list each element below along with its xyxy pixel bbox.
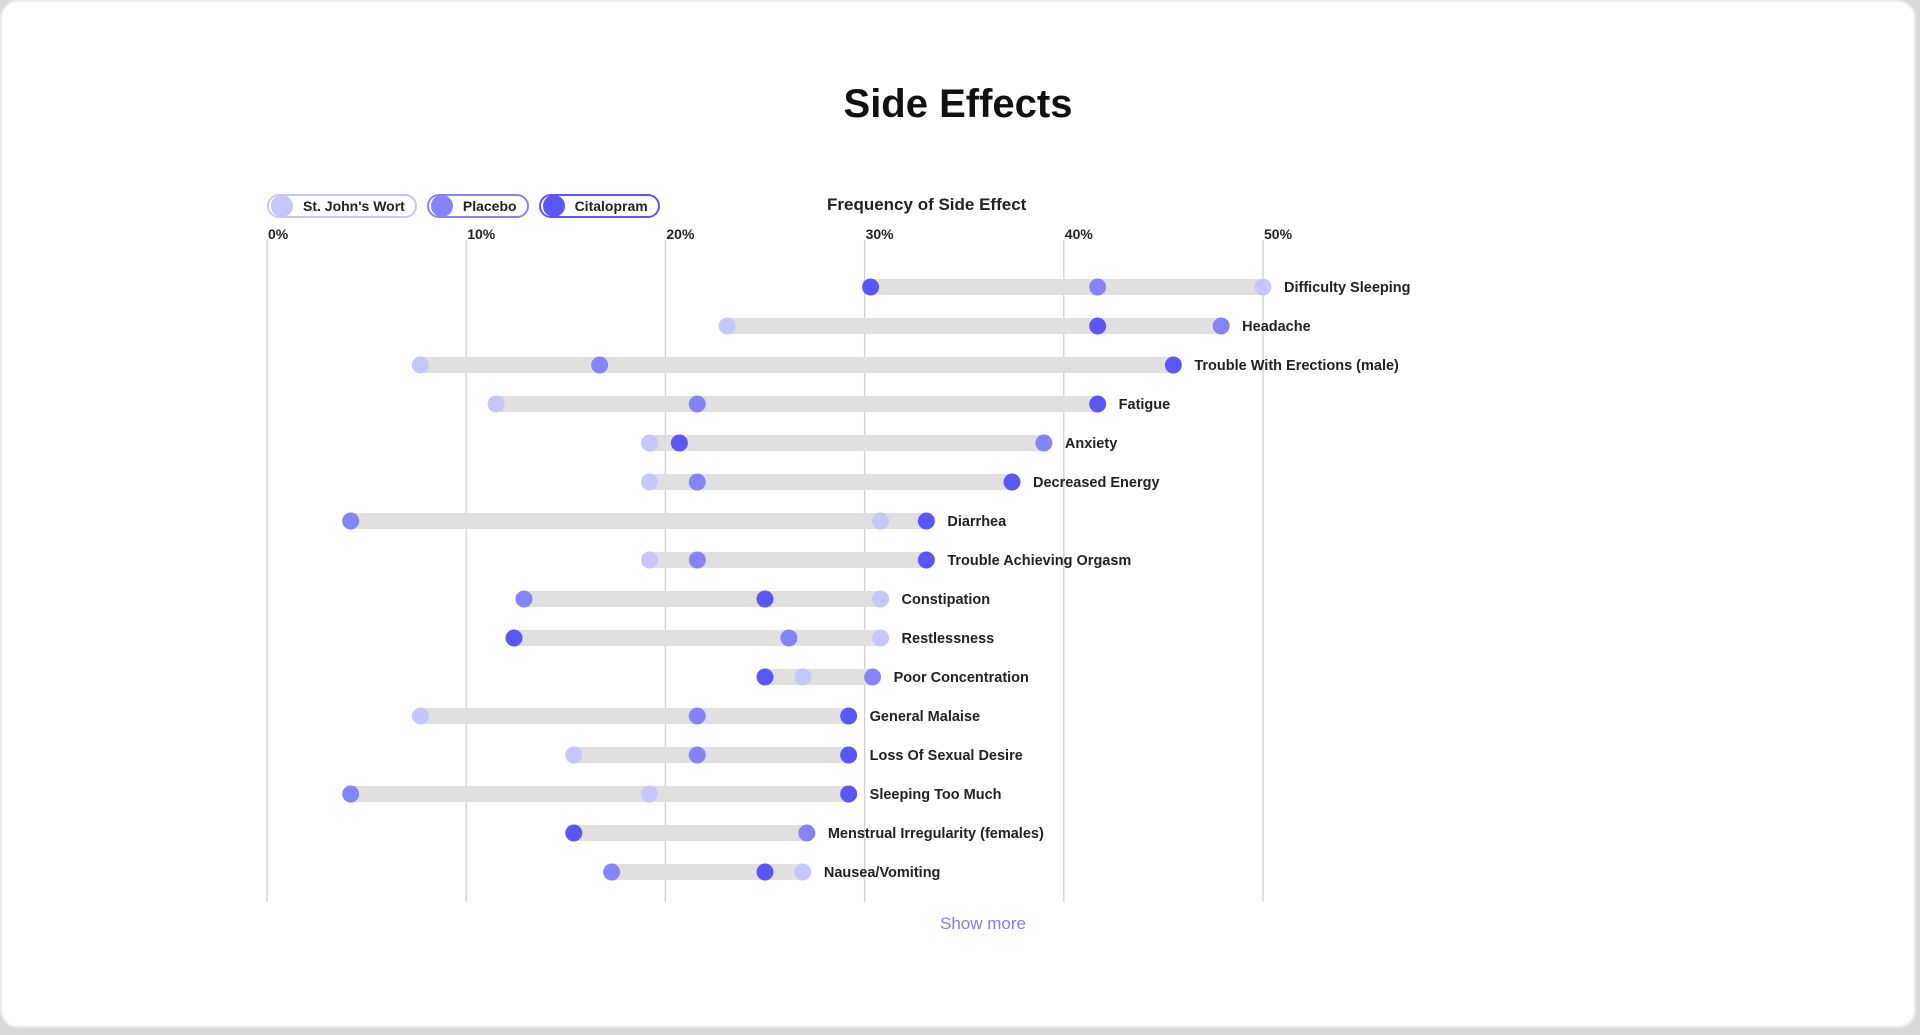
point-placebo-difficulty-sleeping bbox=[1089, 278, 1107, 296]
category-label-diarrhea: Diarrhea bbox=[947, 514, 1007, 530]
citalopram-swatch-icon bbox=[542, 195, 565, 217]
show-more-link[interactable]: Show more bbox=[940, 914, 1026, 933]
point-placebo-restlessness bbox=[780, 629, 798, 647]
point-stjohns-decreased-energy bbox=[640, 473, 658, 491]
legend-toggle-stjohns[interactable]: St. John's Wort bbox=[267, 194, 417, 218]
point-stjohns-poor-concentration bbox=[794, 668, 812, 686]
category-label-restlessness: Restlessness bbox=[902, 631, 995, 647]
point-placebo-general-malaise bbox=[688, 707, 706, 725]
category-label-fatigue: Fatigue bbox=[1119, 397, 1171, 413]
category-label-loss-of-sexual-desire: Loss Of Sexual Desire bbox=[870, 748, 1023, 764]
point-stjohns-headache bbox=[718, 317, 736, 335]
point-citalopram-restlessness bbox=[505, 629, 523, 647]
x-tick-label-10: 10% bbox=[467, 226, 496, 242]
x-tick-label-0: 0% bbox=[268, 226, 289, 242]
stjohns-swatch-icon bbox=[271, 195, 293, 217]
point-placebo-poor-concentration bbox=[864, 668, 882, 686]
point-placebo-fatigue bbox=[688, 395, 706, 413]
point-placebo-loss-of-sexual-desire bbox=[688, 746, 706, 764]
plot-area: Difficulty Sleeping Headache Trouble With … bbox=[342, 278, 1411, 881]
point-citalopram-difficulty-sleeping bbox=[862, 278, 880, 296]
point-citalopram-constipation bbox=[756, 590, 774, 608]
point-placebo-trouble-with-erections-male bbox=[591, 356, 609, 374]
point-stjohns-anxiety bbox=[640, 434, 658, 452]
legend-label-citalopram: Citalopram bbox=[574, 198, 648, 214]
point-citalopram-fatigue bbox=[1089, 395, 1107, 413]
point-placebo-headache bbox=[1212, 317, 1230, 335]
point-citalopram-decreased-energy bbox=[1003, 473, 1021, 491]
point-citalopram-poor-concentration bbox=[756, 668, 774, 686]
category-label-general-malaise: General Malaise bbox=[870, 709, 980, 725]
point-placebo-nausea-vomiting bbox=[603, 863, 621, 881]
point-placebo-constipation bbox=[515, 590, 533, 608]
legend-toggle-citalopram[interactable]: Citalopram bbox=[538, 194, 660, 218]
point-citalopram-trouble-with-erections-male bbox=[1164, 356, 1182, 374]
category-label-decreased-energy: Decreased Energy bbox=[1033, 475, 1160, 491]
legend-toggle-placebo[interactable]: Placebo bbox=[426, 194, 529, 218]
legend: St. John's Wort Placebo Citalopram bbox=[267, 194, 660, 218]
category-label-anxiety: Anxiety bbox=[1065, 436, 1117, 452]
point-stjohns-diarrhea bbox=[872, 512, 890, 530]
point-citalopram-loss-of-sexual-desire bbox=[840, 746, 858, 764]
point-stjohns-difficulty-sleeping bbox=[1254, 278, 1272, 296]
point-stjohns-trouble-with-erections-male bbox=[411, 356, 429, 374]
x-tick-label-50: 50% bbox=[1264, 226, 1293, 242]
placebo-swatch-icon bbox=[430, 195, 453, 217]
category-label-headache: Headache bbox=[1242, 319, 1311, 335]
point-citalopram-menstrual-irregularity-females bbox=[565, 824, 583, 842]
point-citalopram-diarrhea bbox=[917, 512, 935, 530]
category-label-constipation: Constipation bbox=[902, 592, 991, 608]
point-stjohns-general-malaise bbox=[411, 707, 429, 725]
point-citalopram-anxiety bbox=[670, 434, 688, 452]
x-tick-label-30: 30% bbox=[866, 226, 895, 242]
point-stjohns-trouble-achieving-orgasm bbox=[640, 551, 658, 569]
point-placebo-menstrual-irregularity-females bbox=[798, 824, 816, 842]
point-stjohns-loss-of-sexual-desire bbox=[565, 746, 583, 764]
point-stjohns-constipation bbox=[872, 590, 890, 608]
legend-label-placebo: Placebo bbox=[462, 198, 517, 214]
point-stjohns-restlessness bbox=[872, 629, 890, 647]
point-placebo-decreased-energy bbox=[688, 473, 706, 491]
category-label-nausea-vomiting: Nausea/Vomiting bbox=[824, 865, 941, 881]
point-citalopram-headache bbox=[1089, 317, 1107, 335]
category-label-sleeping-too-much: Sleeping Too Much bbox=[870, 787, 1002, 803]
point-placebo-sleeping-too-much bbox=[342, 785, 360, 803]
point-citalopram-sleeping-too-much bbox=[840, 785, 858, 803]
x-tick-label-40: 40% bbox=[1065, 226, 1094, 242]
point-citalopram-nausea-vomiting bbox=[756, 863, 774, 881]
x-axis-title: Frequency of Side Effect bbox=[827, 195, 1027, 214]
point-citalopram-trouble-achieving-orgasm bbox=[917, 551, 935, 569]
point-placebo-trouble-achieving-orgasm bbox=[688, 551, 706, 569]
legend-label-stjohns: St. John's Wort bbox=[303, 198, 405, 214]
category-label-difficulty-sleeping: Difficulty Sleeping bbox=[1284, 280, 1411, 296]
point-placebo-anxiety bbox=[1035, 434, 1053, 452]
point-stjohns-nausea-vomiting bbox=[794, 863, 812, 881]
category-label-trouble-achieving-orgasm: Trouble Achieving Orgasm bbox=[947, 553, 1131, 569]
x-tick-label-20: 20% bbox=[666, 226, 695, 242]
category-label-menstrual-irregularity-females: Menstrual Irregularity (females) bbox=[828, 826, 1044, 842]
category-label-poor-concentration: Poor Concentration bbox=[894, 670, 1029, 686]
point-stjohns-sleeping-too-much bbox=[640, 785, 658, 803]
chart-title: Side Effects bbox=[843, 82, 1073, 126]
point-citalopram-general-malaise bbox=[840, 707, 858, 725]
point-placebo-diarrhea bbox=[342, 512, 360, 530]
point-stjohns-fatigue bbox=[487, 395, 505, 413]
category-label-trouble-with-erections-male: Trouble With Erections (male) bbox=[1194, 358, 1399, 374]
